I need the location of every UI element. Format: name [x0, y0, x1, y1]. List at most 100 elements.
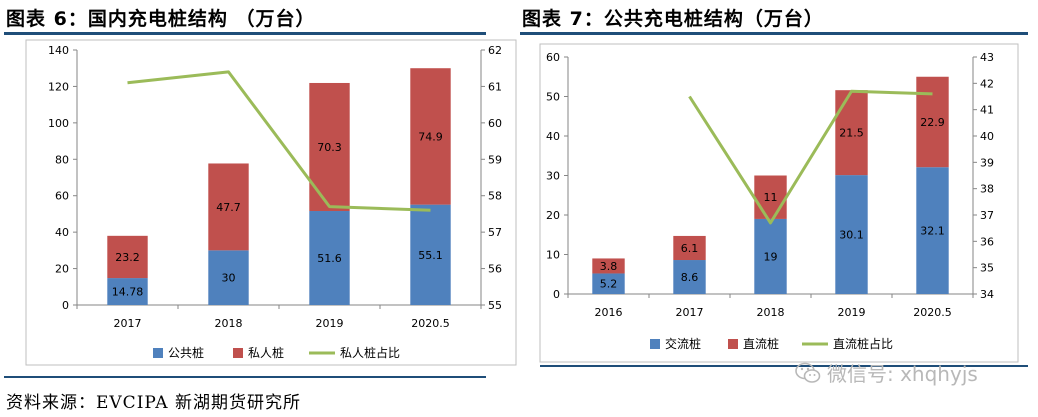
bar-交流桩-2020.5 [916, 167, 949, 294]
bar-私人桩-2018 [208, 163, 249, 251]
bar-公共桩-2019 [309, 211, 350, 305]
data-label: 6.1 [681, 242, 699, 255]
y-tick-label: 40 [546, 130, 560, 143]
bar-交流桩-2016 [592, 273, 625, 294]
data-label: 19 [764, 250, 778, 263]
y-tick-label: 140 [48, 44, 69, 57]
bar-公共桩-2018 [208, 250, 249, 305]
y2-tick-label: 35 [980, 262, 994, 275]
legend-label: 私人桩 [248, 345, 284, 360]
bar-公共桩-2017 [107, 278, 148, 305]
y2-tick-label: 37 [980, 209, 994, 222]
y2-tick-label: 55 [488, 299, 502, 312]
y-tick-label: 60 [55, 190, 69, 203]
y-tick-label: 20 [546, 209, 560, 222]
legend-swatch-私人桩 [233, 348, 243, 358]
y-tick-label: 40 [55, 226, 69, 239]
plot-area-border [25, 39, 517, 366]
y2-tick-label: 58 [488, 190, 502, 203]
data-label: 11 [764, 191, 778, 204]
bar-直流桩-2016 [592, 258, 625, 274]
data-label: 30.1 [839, 229, 864, 242]
legend-label: 直流桩占比 [833, 336, 893, 351]
chart2-bottom-rule [540, 365, 1028, 367]
wechat-icon [795, 362, 821, 383]
data-label: 21.5 [839, 127, 864, 140]
x-tick-label: 2020.5 [411, 317, 450, 330]
line-私人桩占比 [127, 70, 431, 212]
y-tick-label: 20 [55, 263, 69, 276]
x-tick-label: 2020.5 [913, 306, 952, 319]
legend-swatch-直流桩 [728, 339, 738, 349]
y2-tick-label: 40 [980, 130, 994, 143]
bar-直流桩-2017 [673, 235, 706, 261]
bar-交流桩-2017 [673, 260, 706, 294]
x-tick-label: 2017 [114, 317, 142, 330]
chart2-title: 图表 7：公共充电桩结构（万台） [522, 8, 824, 30]
y-tick-label: 100 [48, 117, 69, 130]
y2-tick-label: 42 [980, 77, 994, 90]
bar-直流桩-2020.5 [916, 76, 949, 168]
y-tick-label: 80 [55, 153, 69, 166]
bar-私人桩-2017 [107, 235, 148, 279]
x-tick-label: 2016 [595, 306, 623, 319]
legend-label: 交流桩 [665, 336, 701, 351]
legend-label: 公共桩 [168, 345, 204, 360]
legend-label: 私人桩占比 [340, 345, 400, 360]
data-label: 74.9 [418, 130, 443, 143]
chart1-title-rule [4, 32, 486, 35]
legend-swatch-交流桩 [650, 339, 660, 349]
y2-tick-label: 43 [980, 51, 994, 64]
y2-tick-label: 36 [980, 235, 994, 248]
data-label: 14.78 [112, 286, 144, 299]
data-label: 51.6 [317, 252, 342, 265]
y2-tick-label: 62 [488, 44, 502, 57]
line-直流桩占比 [688, 89, 933, 225]
y-tick-label: 0 [62, 299, 69, 312]
bar-交流桩-2018 [754, 218, 787, 294]
y-tick-label: 50 [546, 91, 560, 104]
bar-私人桩-2020.5 [410, 68, 451, 205]
watermark: 微信号: xhqhyjs [795, 358, 978, 387]
legend-label: 直流桩 [743, 336, 779, 351]
bar-公共桩-2020.5 [410, 204, 451, 305]
data-label: 23.2 [115, 251, 140, 264]
data-label: 47.7 [216, 201, 241, 214]
x-tick-label: 2018 [215, 317, 243, 330]
data-label: 8.6 [681, 271, 699, 284]
data-label: 70.3 [317, 141, 342, 154]
legend-swatch-公共桩 [153, 348, 163, 358]
data-label: 30 [222, 272, 236, 285]
watermark-text: 微信号: xhqhyjs [827, 362, 978, 386]
x-tick-label: 2017 [676, 306, 704, 319]
bar-直流桩-2019 [835, 90, 868, 176]
data-label: 3.8 [600, 260, 618, 273]
data-label: 5.2 [600, 278, 618, 291]
y-tick-label: 120 [48, 80, 69, 93]
chart1-bottom-rule [4, 376, 486, 378]
y-tick-label: 0 [553, 288, 560, 301]
y2-tick-label: 56 [488, 263, 502, 276]
y2-tick-label: 59 [488, 153, 502, 166]
bar-直流桩-2018 [754, 175, 787, 219]
bar-交流桩-2019 [835, 175, 868, 294]
data-label: 55.1 [418, 249, 443, 262]
data-label: 22.9 [920, 116, 945, 129]
y2-tick-label: 39 [980, 156, 994, 169]
plot-area-border [539, 43, 1019, 363]
y-tick-label: 10 [546, 249, 560, 262]
chart2-title-rule [520, 32, 1028, 35]
x-tick-label: 2019 [838, 306, 866, 319]
y-tick-label: 30 [546, 170, 560, 183]
x-tick-label: 2018 [757, 306, 785, 319]
y2-tick-label: 41 [980, 104, 994, 117]
source-note: 资料来源：EVCIPA 新湖期货研究所 [6, 393, 301, 413]
y2-tick-label: 61 [488, 80, 502, 93]
data-label: 32.1 [920, 225, 945, 238]
y2-tick-label: 34 [980, 288, 994, 301]
y2-tick-label: 38 [980, 183, 994, 196]
chart1-title: 图表 6：国内充电桩结构 （万台） [6, 8, 316, 30]
y2-tick-label: 60 [488, 117, 502, 130]
